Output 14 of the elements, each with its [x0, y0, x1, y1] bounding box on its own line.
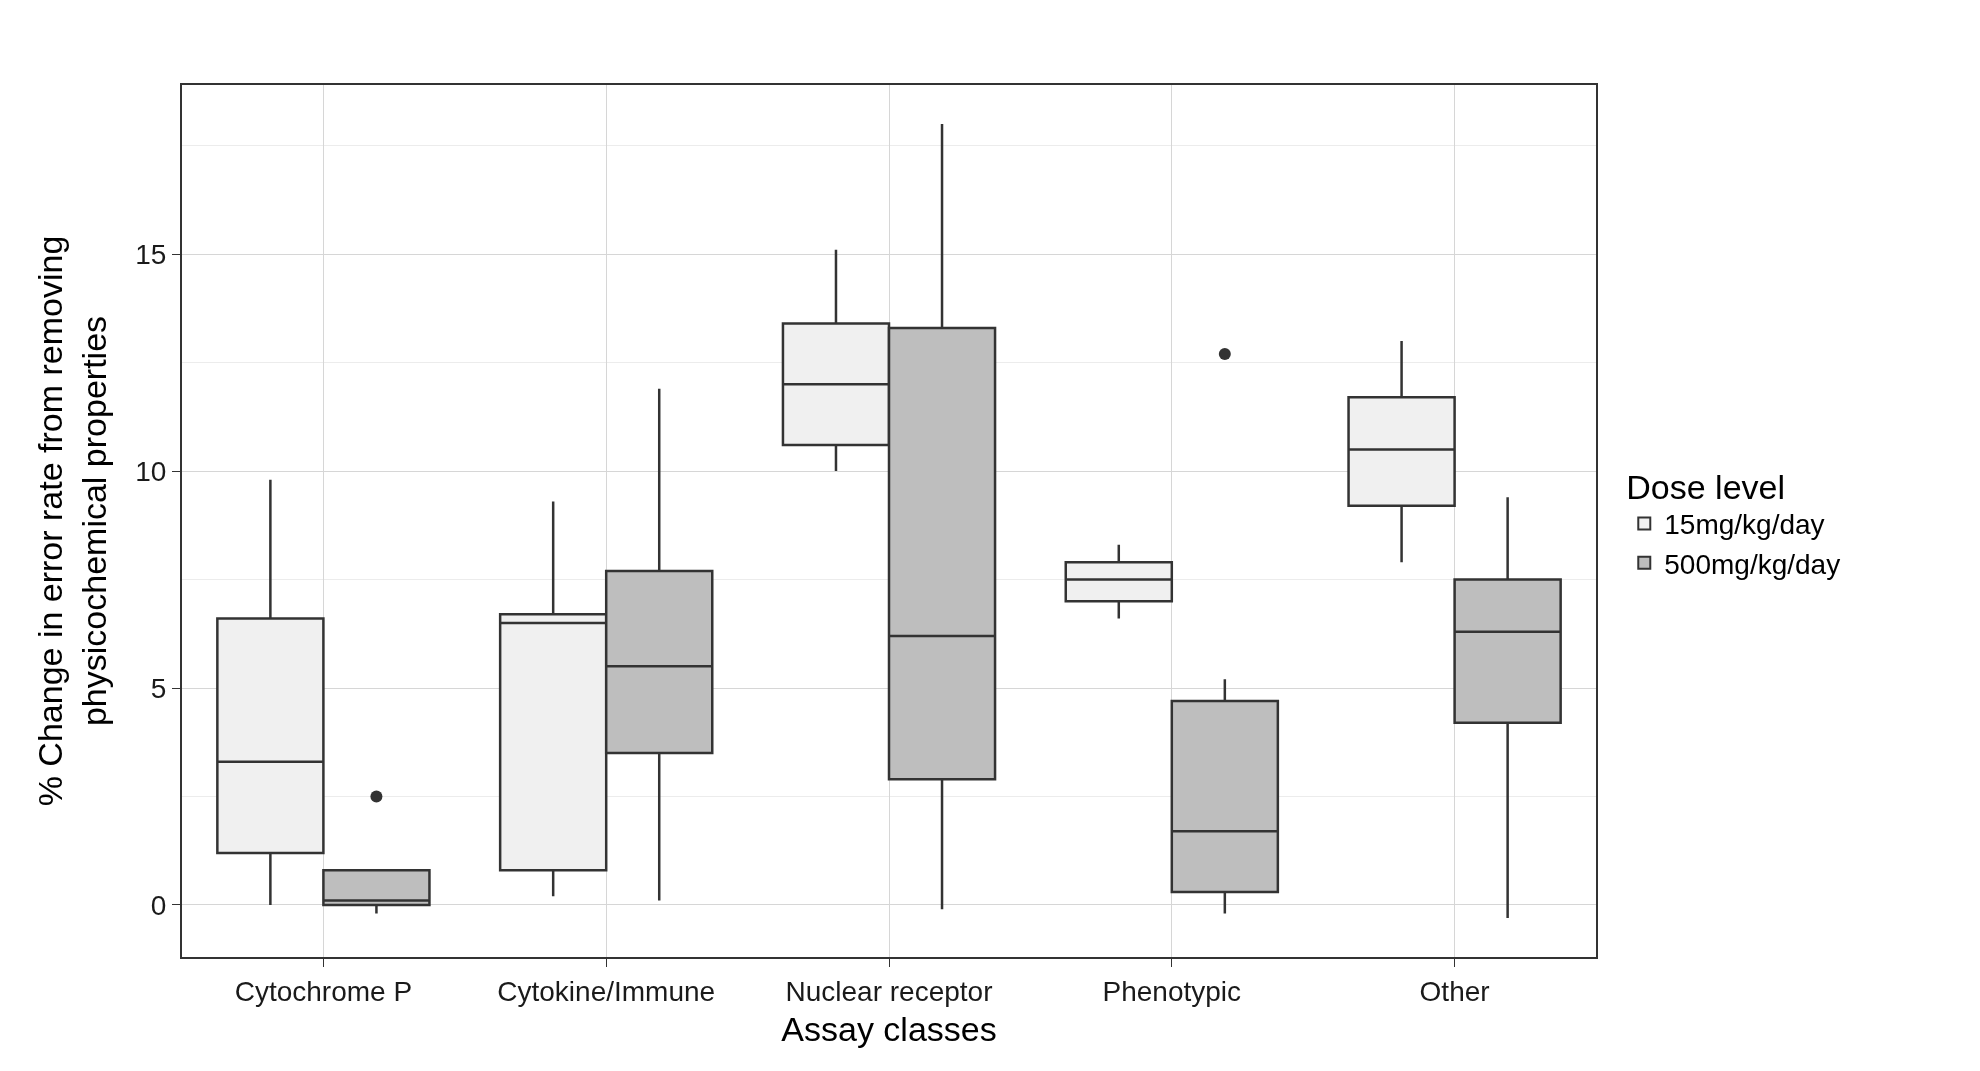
y-tick-label: 10 — [135, 455, 167, 487]
x-axis-title: Assay classes — [781, 1010, 997, 1049]
x-tick-label: Other — [1419, 975, 1490, 1007]
legend-label: 500mg/kg/day — [1664, 548, 1841, 580]
legend-label: 15mg/kg/day — [1664, 509, 1825, 541]
x-tick-label: Cytochrome P — [234, 975, 413, 1007]
legend-title: Dose level — [1626, 467, 1786, 506]
y-tick-label: 15 — [135, 238, 167, 270]
y-tick-label: 5 — [150, 672, 167, 704]
y-axis-title: % Change in error rate from removing physicochemical properties — [31, 235, 114, 807]
y-tick-label: 0 — [150, 889, 167, 921]
x-tick-label: Cytokine/Immune — [497, 975, 716, 1007]
x-tick-label: Phenotypic — [1102, 975, 1242, 1007]
x-tick-label: Nuclear receptor — [785, 975, 993, 1007]
